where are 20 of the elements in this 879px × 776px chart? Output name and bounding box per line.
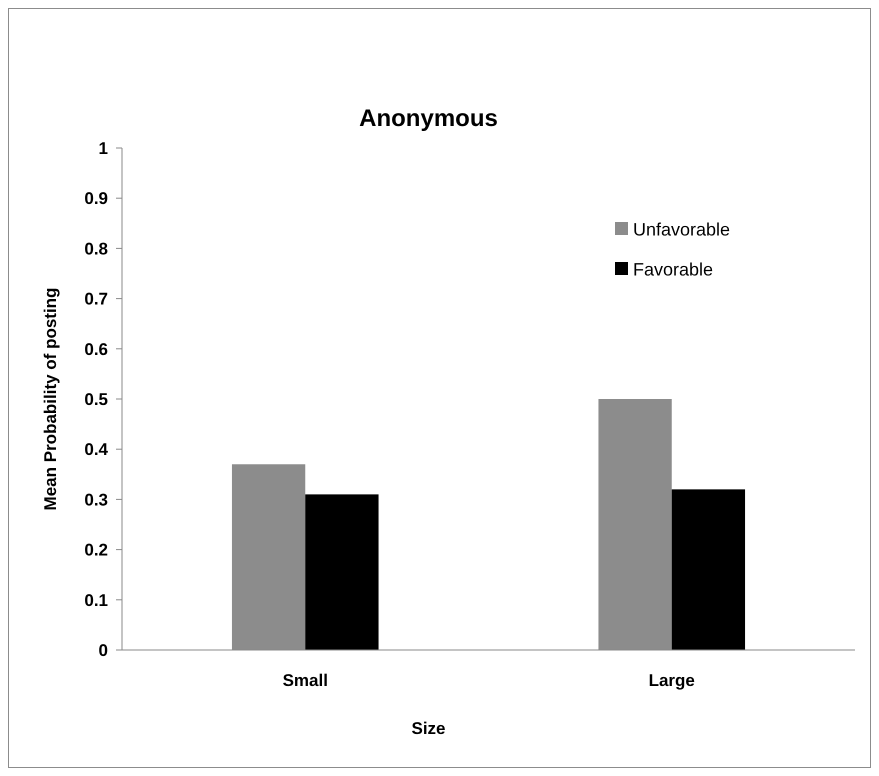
chart-title: Anonymous: [359, 105, 498, 132]
x-tick-label: Large: [648, 671, 695, 690]
y-tick-label: 0.5: [84, 390, 108, 409]
y-tick-label: 0.1: [84, 590, 108, 610]
legend-label: Favorable: [633, 259, 714, 280]
y-axis-title: Mean Probability of posting: [41, 288, 60, 510]
y-tick-label: 0.6: [84, 340, 108, 359]
x-axis-title: Size: [411, 719, 446, 738]
y-tick-label: 0.4: [84, 440, 109, 460]
x-tick-label: Small: [282, 671, 328, 690]
y-tick-label: 0.8: [84, 239, 108, 258]
bar: [672, 489, 746, 650]
y-tick-label: 0.2: [84, 540, 108, 560]
legend-label: Unfavorable: [633, 219, 730, 240]
y-tick-label: 0: [98, 640, 108, 660]
bar: [305, 494, 379, 650]
y-tick-label: 0.7: [84, 290, 108, 309]
y-tick-label: 1: [98, 138, 108, 158]
y-tick-label: 0.9: [84, 189, 108, 208]
y-tick-label: 0.3: [84, 490, 108, 510]
